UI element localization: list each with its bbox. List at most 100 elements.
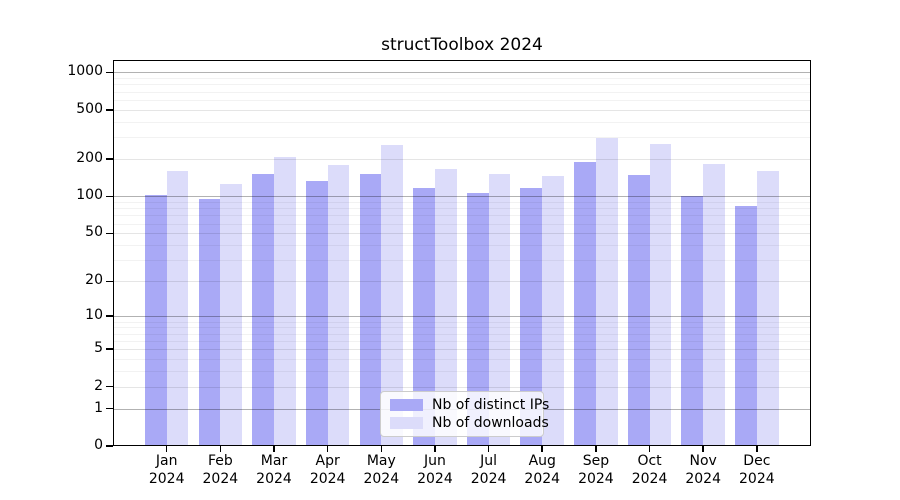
x-label-year: 2024 [256, 471, 292, 487]
major-gridline [113, 233, 811, 235]
major-gridline [113, 159, 811, 161]
y-tick-mark [106, 315, 113, 318]
bar-distinct-ips-apr [305, 180, 328, 446]
minor-gridline [113, 321, 811, 323]
x-tick-label: Nov 2024 [661, 452, 745, 488]
major-gridline [113, 196, 811, 198]
x-tick-label: Jun 2024 [393, 452, 477, 488]
x-label-year: 2024 [524, 471, 561, 487]
bar-distinct-ips-nov [681, 196, 704, 446]
chart-title: structToolbox 2024 [381, 35, 543, 55]
x-label-month: Nov [689, 453, 717, 469]
bar-downloads-jul [488, 174, 511, 446]
bar-distinct-ips-feb [198, 198, 221, 446]
x-label-month: Jul [480, 453, 498, 469]
x-label-year: 2024 [309, 471, 346, 487]
minor-gridline [113, 137, 811, 139]
x-label-year: 2024 [578, 471, 614, 487]
bar-downloads-oct [649, 143, 672, 446]
x-tick-mark [648, 446, 651, 452]
major-gridline [113, 349, 811, 351]
minor-gridline [113, 260, 811, 262]
x-label-month: Jan [155, 453, 178, 469]
x-label-month: Jun [424, 453, 446, 469]
y-tick-mark [106, 232, 113, 235]
x-tick-mark [380, 446, 383, 452]
minor-gridline [113, 333, 811, 335]
y-tick-mark [106, 385, 113, 388]
bar-downloads-mar [274, 157, 296, 446]
x-label-month: Mar [260, 453, 288, 469]
y-tick-label: 0 [94, 437, 103, 453]
plot-area [113, 60, 811, 446]
x-tick-mark [326, 446, 329, 452]
legend-label-distinct-ips: Nb of distinct IPs [432, 397, 550, 413]
major-gridline [113, 281, 811, 283]
x-label-month: Sep [582, 453, 610, 469]
y-tick-label: 10 [85, 307, 103, 324]
x-label-year: 2024 [148, 471, 185, 487]
minor-gridline [113, 78, 811, 79]
bar-distinct-ips-sep [574, 161, 596, 446]
bar-distinct-ips-jan [144, 195, 167, 446]
minor-gridline [113, 327, 811, 329]
x-label-month: Dec [743, 453, 771, 469]
minor-gridline [113, 84, 811, 86]
x-label-month: May [366, 453, 396, 469]
bar-downloads-aug [542, 176, 565, 446]
x-label-year: 2024 [363, 471, 400, 487]
bar-downloads-may [381, 145, 404, 446]
x-label-year: 2024 [631, 471, 668, 487]
x-tick-label: May 2024 [339, 452, 423, 488]
y-tick-mark [106, 71, 113, 74]
y-tick-label: 500 [76, 100, 103, 117]
x-label-year: 2024 [685, 471, 721, 487]
bar-distinct-ips-may [359, 173, 382, 446]
bar-downloads-nov [703, 163, 725, 446]
bar-distinct-ips-jul [466, 193, 489, 446]
bar-downloads-jun [434, 168, 457, 446]
x-label-year: 2024 [202, 471, 239, 487]
minor-gridline [113, 202, 811, 203]
minor-gridline [113, 215, 811, 217]
y-tick-label: 5 [94, 340, 103, 357]
x-tick-mark [595, 446, 597, 452]
y-tick-label: 200 [76, 150, 103, 167]
bar-distinct-ips-dec [735, 206, 757, 446]
minor-gridline [113, 223, 811, 225]
major-gridline [113, 109, 811, 111]
y-tick-mark [106, 158, 113, 160]
x-tick-mark [434, 446, 436, 452]
y-tick-mark [106, 407, 113, 410]
minor-gridline [113, 358, 811, 360]
x-tick-label: Jul 2024 [447, 452, 531, 488]
major-gridline [113, 316, 811, 318]
minor-gridline [113, 208, 811, 210]
x-tick-label: Feb 2024 [178, 452, 262, 488]
y-tick-label: 20 [85, 272, 103, 289]
x-tick-label: Sep 2024 [554, 452, 638, 488]
x-tick-mark [273, 446, 275, 452]
bar-downloads-jan [166, 171, 189, 446]
x-label-month: Apr [315, 453, 340, 469]
x-tick-mark [219, 446, 222, 452]
x-label-month: Aug [528, 453, 556, 469]
legend-label-downloads: Nb of downloads [432, 415, 549, 431]
bar-downloads-sep [595, 138, 618, 446]
y-tick-mark [106, 108, 113, 111]
x-tick-label: Jan 2024 [125, 452, 209, 488]
y-tick-mark [106, 195, 113, 198]
bar-distinct-ips-mar [252, 173, 274, 446]
y-tick-label: 1000 [67, 63, 103, 80]
minor-gridline [113, 99, 811, 101]
legend-entry-downloads: Nb of downloads [390, 415, 549, 431]
y-tick-mark [106, 280, 113, 283]
major-gridline [113, 386, 811, 388]
x-tick-label: Dec 2024 [715, 452, 799, 488]
bar-downloads-apr [327, 164, 350, 446]
y-tick-mark [106, 348, 113, 350]
x-tick-mark [165, 446, 168, 452]
x-tick-mark [487, 446, 490, 452]
x-tick-label: Oct 2024 [608, 452, 692, 488]
